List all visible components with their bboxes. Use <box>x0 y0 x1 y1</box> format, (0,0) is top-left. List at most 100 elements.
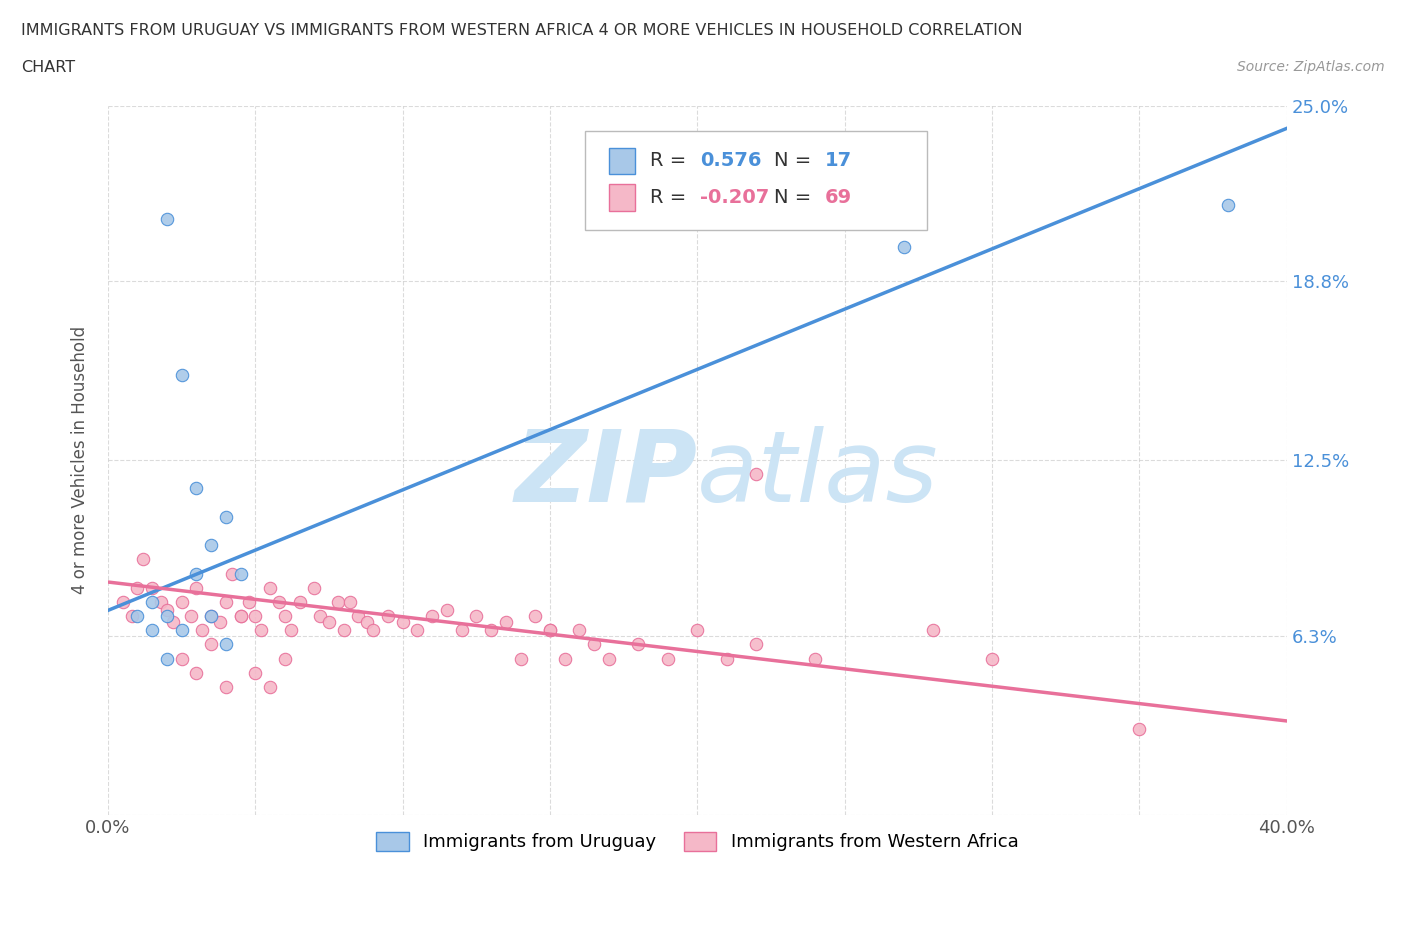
Point <box>554 651 576 666</box>
Text: IMMIGRANTS FROM URUGUAY VS IMMIGRANTS FROM WESTERN AFRICA 4 OR MORE VEHICLES IN : IMMIGRANTS FROM URUGUAY VS IMMIGRANTS FR… <box>21 23 1022 38</box>
Point <box>156 212 179 227</box>
Point <box>186 580 208 595</box>
Point <box>538 623 561 638</box>
Point <box>111 594 134 609</box>
Point <box>170 367 193 382</box>
Point <box>215 637 238 652</box>
Point <box>361 623 384 638</box>
Legend: Immigrants from Uruguay, Immigrants from Western Africa: Immigrants from Uruguay, Immigrants from… <box>370 825 1025 858</box>
Point <box>450 623 472 638</box>
Point <box>377 608 399 623</box>
Point <box>245 665 267 680</box>
Point <box>141 594 163 609</box>
Point <box>221 566 243 581</box>
Text: Source: ZipAtlas.com: Source: ZipAtlas.com <box>1237 60 1385 74</box>
Point <box>229 608 252 623</box>
Point <box>274 608 297 623</box>
Point <box>127 608 149 623</box>
Point <box>215 594 238 609</box>
Point <box>304 580 326 595</box>
Point <box>326 594 349 609</box>
Point <box>150 594 173 609</box>
Point <box>200 608 222 623</box>
Point <box>1216 197 1239 212</box>
Point <box>347 608 370 623</box>
Point <box>170 623 193 638</box>
Point <box>627 637 650 652</box>
Point <box>245 608 267 623</box>
Point <box>465 608 488 623</box>
Point <box>479 623 502 638</box>
Point <box>406 623 429 638</box>
Point <box>436 603 458 618</box>
Point <box>191 623 214 638</box>
Point <box>121 608 143 623</box>
Point <box>686 623 709 638</box>
Point <box>259 580 281 595</box>
Point <box>141 580 163 595</box>
Point <box>716 651 738 666</box>
Point <box>922 623 945 638</box>
Point <box>200 608 222 623</box>
Text: CHART: CHART <box>21 60 75 75</box>
Point <box>186 665 208 680</box>
Point <box>391 615 413 630</box>
Point <box>804 651 827 666</box>
Point <box>745 467 768 482</box>
Text: atlas: atlas <box>697 426 939 523</box>
Point <box>156 603 179 618</box>
Point <box>981 651 1004 666</box>
Text: 0.576: 0.576 <box>700 152 761 170</box>
Point <box>200 538 222 552</box>
Text: N =: N = <box>773 188 811 206</box>
Point <box>339 594 361 609</box>
Point <box>179 608 201 623</box>
Point <box>186 566 208 581</box>
Point <box>332 623 354 638</box>
Point <box>420 608 443 623</box>
FancyBboxPatch shape <box>609 148 636 175</box>
FancyBboxPatch shape <box>609 183 636 210</box>
Point <box>657 651 679 666</box>
Point <box>309 608 332 623</box>
Text: ZIP: ZIP <box>515 426 697 523</box>
Point <box>156 651 179 666</box>
Point <box>509 651 531 666</box>
Point <box>893 240 915 255</box>
Point <box>274 651 297 666</box>
Point <box>127 580 149 595</box>
Point <box>568 623 591 638</box>
Point <box>524 608 547 623</box>
Point <box>267 594 290 609</box>
Point <box>238 594 260 609</box>
Point <box>170 594 193 609</box>
Text: R =: R = <box>650 152 686 170</box>
Point <box>1128 722 1150 737</box>
Point <box>229 566 252 581</box>
Text: 17: 17 <box>825 152 852 170</box>
Point <box>200 637 222 652</box>
Text: -0.207: -0.207 <box>700 188 769 206</box>
Point <box>288 594 311 609</box>
Point <box>170 651 193 666</box>
Point <box>141 623 163 638</box>
Point <box>162 615 184 630</box>
Text: 69: 69 <box>825 188 852 206</box>
Text: N =: N = <box>773 152 811 170</box>
FancyBboxPatch shape <box>585 130 927 230</box>
Point <box>208 615 231 630</box>
Point <box>598 651 620 666</box>
Point <box>132 551 155 566</box>
Point <box>156 608 179 623</box>
Point <box>356 615 378 630</box>
Point <box>215 680 238 695</box>
Point <box>215 510 238 525</box>
Point <box>318 615 340 630</box>
Point <box>259 680 281 695</box>
Point <box>538 623 561 638</box>
Point <box>229 608 252 623</box>
Point <box>583 637 606 652</box>
Y-axis label: 4 or more Vehicles in Household: 4 or more Vehicles in Household <box>72 326 89 594</box>
Point <box>250 623 273 638</box>
Point <box>186 481 208 496</box>
